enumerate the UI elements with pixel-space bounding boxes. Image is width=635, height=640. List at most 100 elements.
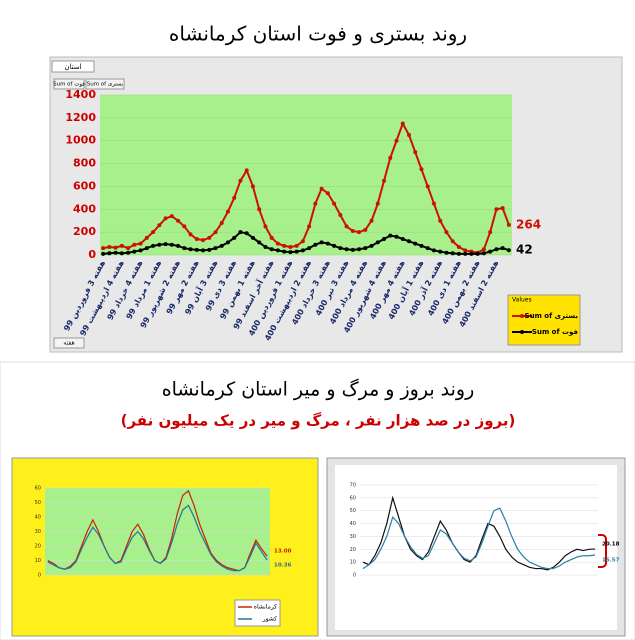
- point: [369, 218, 374, 223]
- point: [431, 248, 436, 253]
- y-tick-label: 1400: [65, 88, 96, 101]
- y-tick-label: 20: [350, 547, 356, 553]
- point: [369, 243, 374, 248]
- y-tick-label: 1000: [65, 134, 96, 147]
- point: [332, 243, 337, 248]
- point: [126, 250, 131, 255]
- point: [450, 239, 455, 244]
- point: [263, 224, 268, 229]
- y-tick-label: 800: [73, 157, 96, 170]
- legend: [234, 599, 281, 627]
- point: [350, 229, 355, 233]
- axis-field: هفته: [63, 340, 74, 347]
- point: [319, 240, 324, 245]
- point: [488, 230, 493, 235]
- point: [132, 249, 137, 254]
- point: [300, 248, 305, 253]
- point: [138, 248, 143, 253]
- point: [407, 133, 411, 137]
- y-tick-label: 20: [35, 544, 41, 550]
- point: [176, 218, 181, 223]
- point: [138, 241, 143, 246]
- point: [244, 231, 249, 236]
- point: [269, 235, 274, 240]
- point: [144, 246, 149, 251]
- point: [126, 246, 131, 251]
- point: [275, 248, 280, 253]
- point: [282, 243, 287, 248]
- point: [194, 237, 199, 241]
- legend-label: کشور: [262, 616, 277, 623]
- legend-swatch: [520, 314, 524, 318]
- filter-button[interactable]: [51, 60, 95, 73]
- point: [269, 247, 274, 252]
- point: [188, 247, 193, 252]
- legend-label: Sum of فوت: [532, 328, 578, 336]
- point: [388, 233, 393, 238]
- point: [394, 138, 399, 143]
- point: [294, 243, 299, 248]
- end-label: 13.00: [274, 549, 292, 555]
- y-tick-label: 10: [35, 558, 41, 564]
- point: [119, 251, 124, 256]
- filter: استان: [64, 63, 81, 71]
- point: [344, 224, 349, 229]
- point: [438, 249, 443, 254]
- point: [400, 121, 405, 126]
- point: [157, 242, 162, 247]
- end-label: 42: [516, 243, 533, 257]
- point: [207, 247, 212, 252]
- y-tick-label: 600: [73, 179, 96, 192]
- point: [382, 178, 387, 183]
- point: [300, 239, 305, 244]
- series-line: [362, 507, 596, 570]
- point: [313, 242, 318, 247]
- point: [388, 155, 393, 160]
- point: [444, 230, 449, 235]
- point: [132, 242, 137, 247]
- point: [294, 249, 299, 254]
- legend-label: کرمانشاه: [254, 604, 277, 611]
- point: [157, 223, 162, 228]
- field-button[interactable]: [85, 78, 125, 90]
- point: [169, 214, 174, 219]
- legend-label: Sum of بستری: [525, 312, 579, 320]
- point: [151, 243, 156, 248]
- point: [188, 232, 193, 237]
- point: [257, 207, 262, 212]
- point: [238, 230, 243, 235]
- legend: [507, 294, 581, 346]
- point: [375, 240, 380, 245]
- point: [213, 230, 218, 235]
- point: [113, 245, 118, 250]
- legend-title: Values: [512, 297, 532, 304]
- point: [101, 246, 106, 251]
- y-tick-label: 1200: [65, 111, 96, 124]
- point: [500, 246, 505, 251]
- y-tick-label: 60: [35, 486, 41, 492]
- point: [382, 237, 387, 241]
- point: [257, 240, 262, 245]
- point: [250, 235, 255, 240]
- point: [363, 227, 368, 232]
- point: [363, 246, 368, 251]
- point: [113, 250, 118, 255]
- y-tick-label: 30: [35, 529, 41, 535]
- y-tick-label: 70: [350, 483, 356, 489]
- point: [338, 213, 343, 217]
- point: [163, 242, 168, 247]
- legend-swatch: [520, 330, 524, 334]
- point: [201, 238, 205, 243]
- point: [307, 246, 312, 251]
- point: [119, 243, 124, 248]
- point: [207, 235, 212, 240]
- y-tick-label: 200: [73, 225, 96, 238]
- point: [213, 246, 218, 251]
- point: [488, 249, 493, 254]
- y-tick-label: 0: [353, 573, 356, 579]
- axis-field-button[interactable]: [53, 337, 85, 349]
- point: [425, 246, 430, 251]
- point: [319, 186, 324, 191]
- field-button[interactable]: [53, 78, 85, 90]
- series-line: [47, 504, 268, 572]
